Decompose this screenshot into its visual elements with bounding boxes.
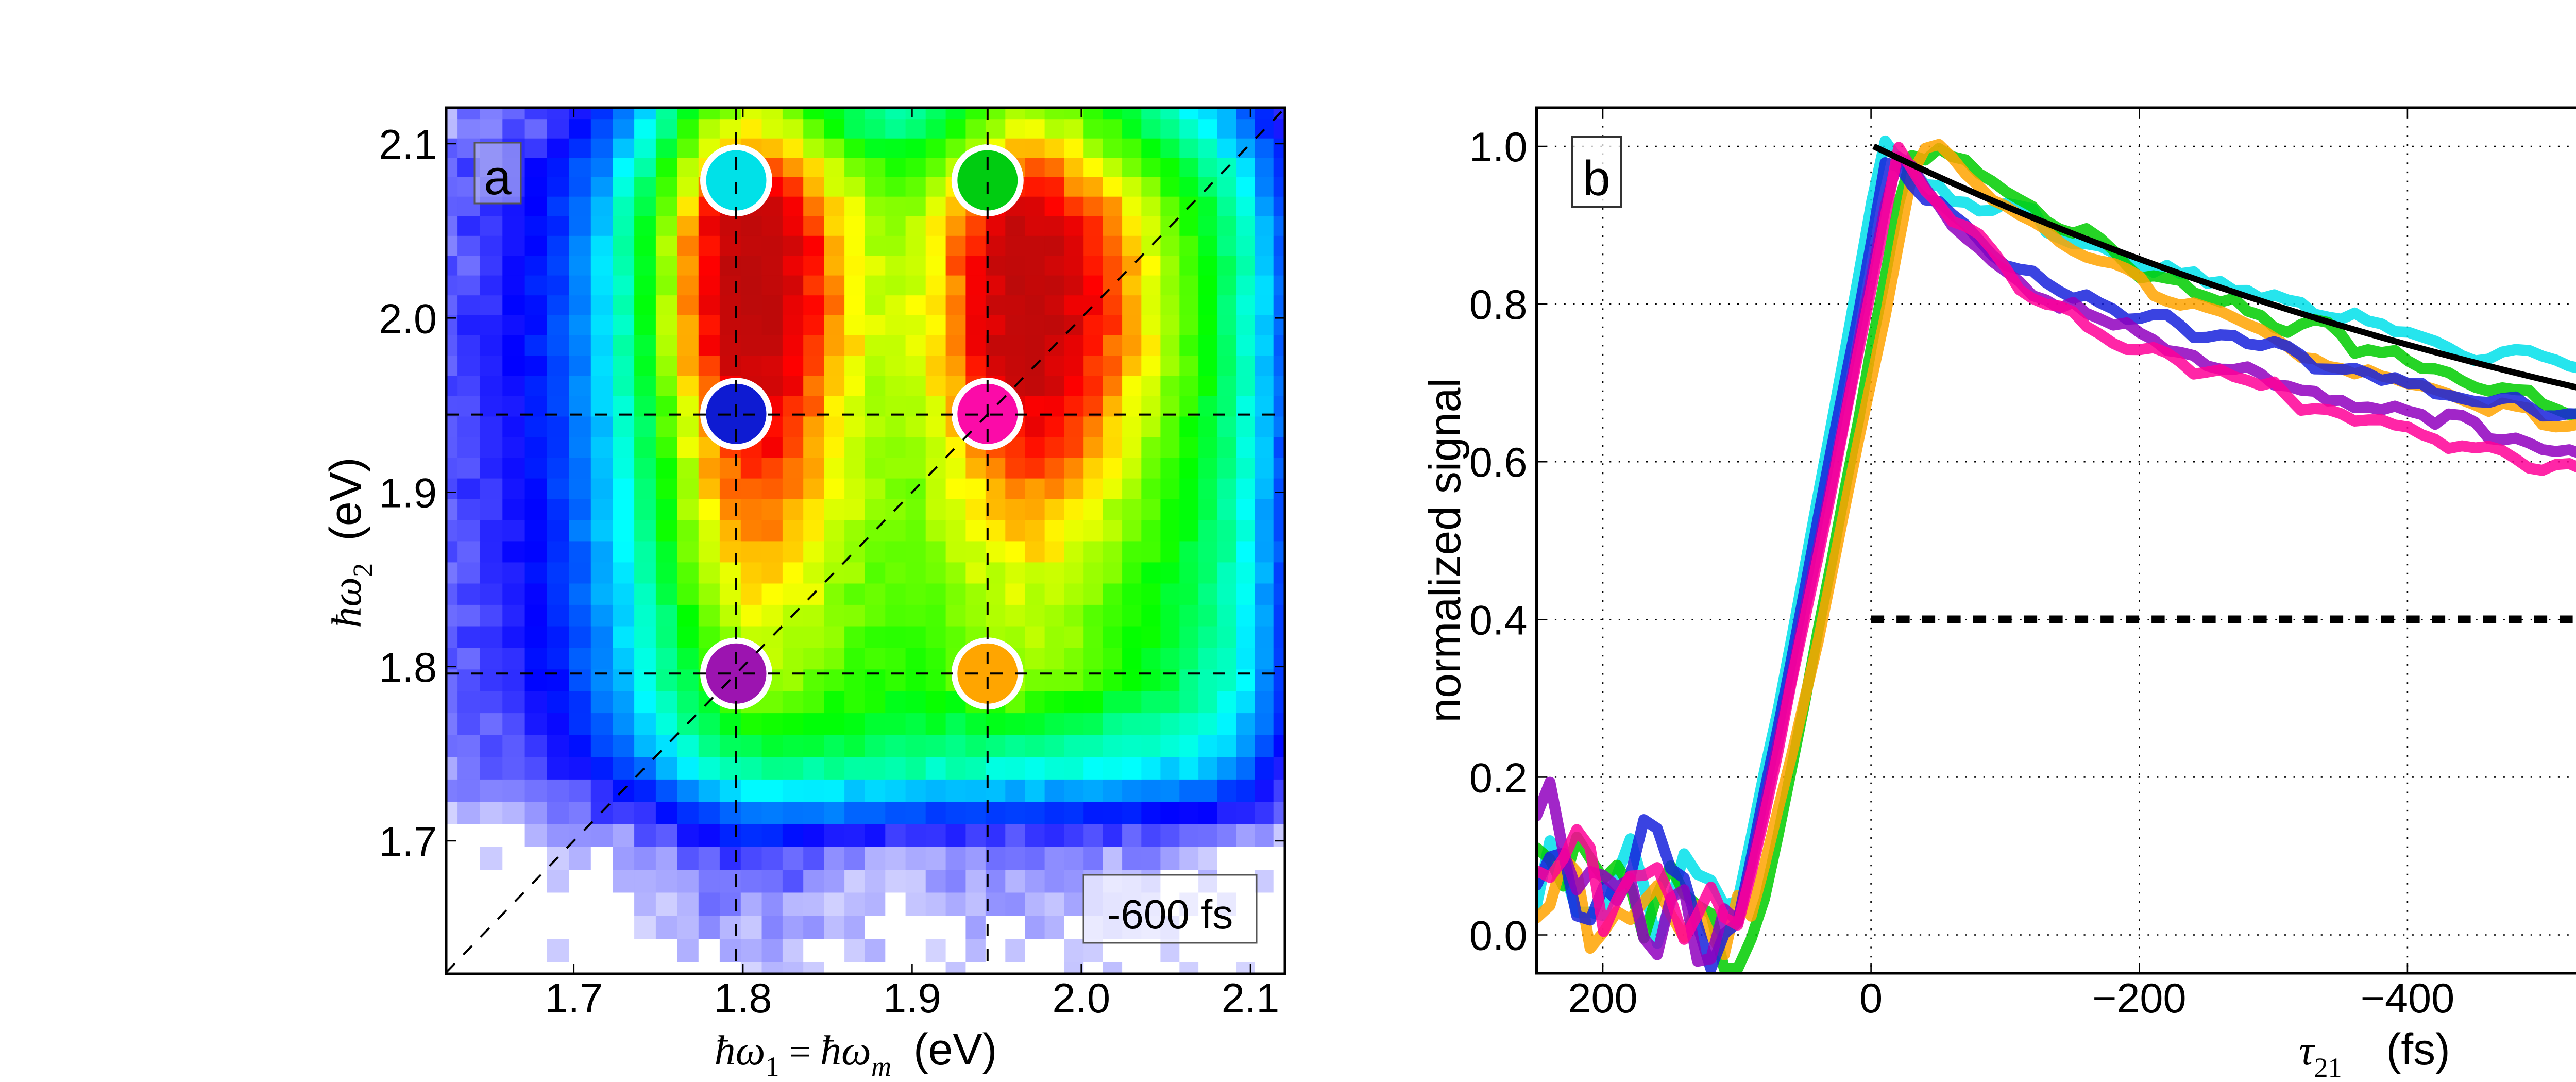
svg-text:ħω2 (eV): ħω2 (eV)	[321, 457, 378, 628]
svg-text:2.1: 2.1	[379, 122, 437, 168]
svg-text:200: 200	[1568, 975, 1637, 1022]
svg-text:1.8: 1.8	[714, 975, 772, 1022]
svg-text:2.1: 2.1	[1222, 975, 1280, 1022]
svg-text:0.0: 0.0	[1469, 913, 1528, 959]
svg-text:1.9: 1.9	[379, 470, 437, 517]
svg-text:ħω1 = ħωm (eV): ħω1 = ħωm (eV)	[715, 1025, 997, 1082]
svg-text:τ21 (fs): τ21 (fs)	[2299, 1025, 2450, 1082]
svg-text:b: b	[1583, 151, 1610, 206]
svg-text:0: 0	[1859, 975, 1883, 1022]
svg-text:1.9: 1.9	[883, 975, 941, 1022]
svg-text:1.0: 1.0	[1469, 124, 1528, 171]
svg-text:−200: −200	[2092, 975, 2186, 1022]
svg-text:2.0: 2.0	[379, 296, 437, 342]
svg-text:−400: −400	[2361, 975, 2454, 1022]
svg-text:0.8: 0.8	[1469, 282, 1528, 328]
svg-text:-600 fs: -600 fs	[1107, 891, 1233, 937]
svg-text:1.8: 1.8	[379, 645, 437, 691]
svg-text:a: a	[484, 150, 512, 205]
svg-text:1.7: 1.7	[545, 975, 603, 1022]
svg-text:1.7: 1.7	[379, 819, 437, 865]
svg-text:normalized signal: normalized signal	[1420, 378, 1470, 722]
svg-text:0.6: 0.6	[1469, 439, 1528, 486]
svg-text:0.4: 0.4	[1469, 597, 1528, 644]
svg-text:0.2: 0.2	[1469, 755, 1528, 801]
svg-text:2.0: 2.0	[1052, 975, 1110, 1022]
